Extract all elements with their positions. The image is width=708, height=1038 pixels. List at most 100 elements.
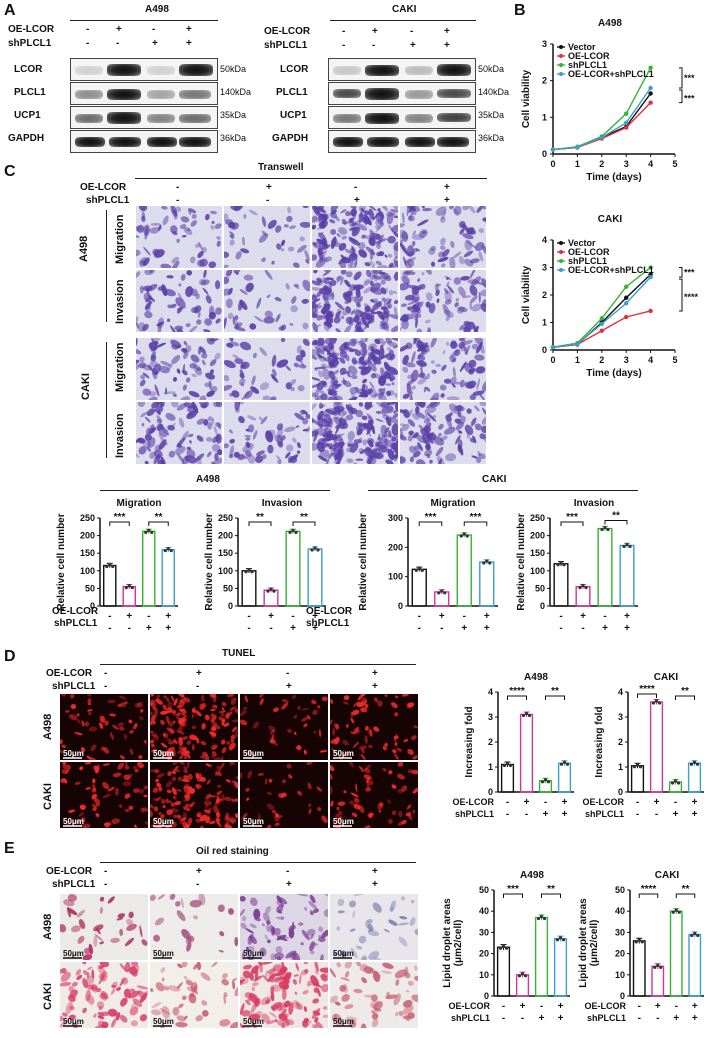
blot-a498-plcl1 [70, 82, 218, 105]
cell-blob [219, 1019, 231, 1027]
cell-blob [167, 422, 176, 431]
cell-blob [158, 439, 167, 450]
oil-red-a498-label: A498 [42, 913, 54, 940]
cell-blob [159, 402, 165, 407]
cell-blob [417, 442, 423, 452]
cell-blob [296, 745, 302, 751]
cell-blob [102, 781, 110, 790]
row-label-migration: Migration [114, 214, 126, 265]
blot-sign: + [186, 24, 192, 35]
cell-blob [407, 814, 413, 821]
scale-bar-label: 50μm [243, 817, 264, 826]
cell-blob [95, 927, 101, 935]
cell-blob [276, 243, 282, 250]
cell-blob [170, 339, 182, 348]
cell-blob [146, 427, 151, 436]
condition-sign: + [655, 1001, 661, 1012]
cell-blob [292, 1000, 301, 1010]
cell-blob [266, 920, 271, 925]
cell-blob [458, 338, 466, 341]
cell-blob [275, 815, 283, 818]
cell-blob [230, 206, 241, 211]
cell-blob [213, 425, 218, 436]
cell-blob [162, 215, 169, 226]
cell-blob [174, 325, 184, 331]
scale-bar-label: 50μm [333, 817, 354, 826]
cell-blob [328, 446, 334, 450]
cell-blob [370, 423, 376, 435]
cell-blob [459, 379, 465, 388]
y-tick-label: 0 [540, 601, 545, 611]
cell-blob [339, 262, 347, 268]
cell-blob [101, 1011, 110, 1017]
cell-blob [150, 730, 154, 734]
cell-blob [387, 235, 396, 244]
cell-blob [216, 240, 221, 247]
cell-blob [144, 821, 148, 825]
replicate-dot [498, 946, 503, 950]
cell-blob [155, 820, 162, 826]
cell-blob [193, 915, 198, 920]
cell-blob [224, 384, 233, 392]
cell-blob [312, 430, 318, 438]
cell-blob [344, 290, 353, 298]
cell-blob [352, 338, 358, 345]
data-point [599, 135, 604, 140]
cell-blob [323, 347, 329, 352]
cell-blob [379, 340, 387, 349]
sign: + [196, 668, 202, 679]
condition-sign: - [247, 623, 250, 634]
replicate-dot [502, 763, 507, 768]
cell-blob [368, 967, 376, 975]
cell-blob [353, 988, 363, 994]
cell-blob [247, 424, 255, 433]
cell-blob [298, 357, 305, 368]
cell-blob [444, 290, 452, 303]
cell-blob [348, 762, 355, 768]
cell-blob [404, 271, 416, 276]
cell-blob [347, 443, 352, 447]
micrograph [136, 338, 222, 400]
cell-blob [196, 811, 203, 818]
x-tick-label: 2 [599, 355, 604, 365]
cell-blob [224, 824, 233, 828]
cell-blob [197, 773, 203, 783]
cell-blob [212, 698, 217, 703]
cell-blob [220, 793, 225, 803]
cell-blob [382, 308, 390, 317]
cell-blob [417, 377, 427, 385]
cell-blob [229, 706, 237, 711]
cell-blob [142, 323, 149, 332]
cell-blob [229, 1021, 238, 1028]
condition-sign: - [269, 623, 272, 634]
legend-label: shPLCL1 [568, 60, 607, 70]
cell-blob [344, 325, 352, 332]
cell-blob [358, 765, 365, 773]
cell-blob [384, 743, 388, 747]
cell-blob [181, 995, 187, 1001]
cell-blob [198, 279, 207, 286]
cell-blob [417, 354, 426, 362]
cell-blob [462, 233, 474, 240]
cell-blob [119, 726, 125, 731]
cell-blob [364, 699, 368, 705]
cell-blob [267, 219, 277, 229]
cell-blob [178, 745, 184, 751]
cell-blob [190, 220, 197, 227]
bar-group-caki: CAKI [482, 474, 507, 485]
cell-blob [181, 817, 186, 822]
replicate-dot [651, 701, 656, 705]
cell-blob [272, 368, 277, 377]
cell-blob [438, 423, 444, 430]
y-axis-label: Relative cell number [516, 513, 527, 610]
cell-blob [187, 817, 193, 824]
cell-blob [264, 310, 273, 318]
cell-blob [398, 810, 403, 818]
cell-blob [374, 338, 381, 345]
cell-blob [296, 442, 301, 449]
cell-blob [398, 1010, 404, 1017]
cell-blob [344, 279, 351, 288]
y-tick-label: 20 [479, 949, 489, 959]
series-line [552, 273, 652, 348]
bar [632, 940, 646, 997]
